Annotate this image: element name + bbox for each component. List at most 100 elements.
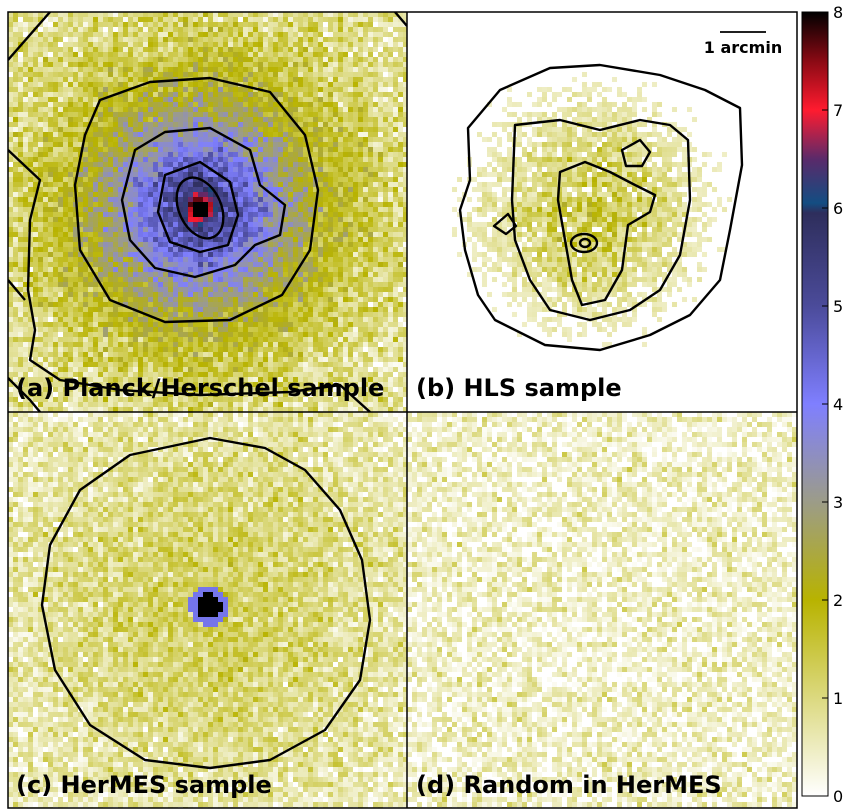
map-pixel bbox=[23, 112, 28, 117]
map-pixel bbox=[23, 307, 28, 312]
map-pixel bbox=[128, 57, 133, 62]
map-pixel bbox=[138, 237, 143, 242]
map-pixel bbox=[48, 312, 53, 317]
map-pixel bbox=[78, 127, 83, 132]
map-pixel bbox=[228, 67, 233, 72]
map-pixel bbox=[348, 322, 353, 327]
map-pixel bbox=[338, 112, 343, 117]
map-pixel bbox=[278, 277, 283, 282]
map-pixel bbox=[193, 267, 198, 272]
map-pixel bbox=[38, 182, 43, 187]
map-pixel bbox=[128, 187, 133, 192]
map-pixel bbox=[208, 22, 213, 27]
map-pixel bbox=[143, 87, 148, 92]
map-pixel bbox=[358, 37, 363, 42]
map-pixel bbox=[393, 47, 398, 52]
map-pixel bbox=[253, 72, 258, 77]
map-pixel bbox=[363, 172, 368, 177]
map-pixel bbox=[68, 237, 73, 242]
map-pixel bbox=[128, 297, 133, 302]
map-pixel bbox=[363, 187, 368, 192]
map-pixel bbox=[188, 147, 193, 152]
map-pixel bbox=[233, 17, 238, 22]
map-pixel bbox=[173, 132, 178, 137]
map-pixel bbox=[258, 57, 263, 62]
map-pixel bbox=[198, 322, 203, 327]
map-pixel bbox=[58, 262, 63, 267]
map-pixel bbox=[268, 287, 273, 292]
map-pixel bbox=[118, 282, 123, 287]
map-pixel bbox=[68, 177, 73, 182]
map-pixel bbox=[263, 207, 268, 212]
map-pixel bbox=[183, 267, 188, 272]
map-pixel bbox=[53, 82, 58, 87]
map-pixel bbox=[68, 207, 73, 212]
map-pixel bbox=[318, 77, 323, 82]
map-pixel bbox=[13, 187, 18, 192]
map-pixel bbox=[288, 167, 293, 172]
map-pixel bbox=[353, 307, 358, 312]
map-pixel bbox=[273, 322, 278, 327]
map-pixel bbox=[108, 22, 113, 27]
map-pixel bbox=[393, 192, 398, 197]
map-pixel bbox=[178, 82, 183, 87]
map-pixel bbox=[223, 157, 228, 162]
map-pixel bbox=[178, 57, 183, 62]
map-pixel bbox=[58, 202, 63, 207]
map-pixel bbox=[293, 47, 298, 52]
map-pixel bbox=[363, 137, 368, 142]
map-pixel bbox=[108, 277, 113, 282]
map-pixel bbox=[113, 177, 118, 182]
map-pixel bbox=[138, 97, 143, 102]
map-pixel bbox=[368, 52, 373, 57]
map-pixel bbox=[383, 177, 388, 182]
map-pixel bbox=[168, 192, 173, 197]
map-pixel bbox=[118, 42, 123, 47]
map-pixel bbox=[363, 177, 368, 182]
map-pixel bbox=[123, 132, 128, 137]
map-pixel bbox=[298, 307, 303, 312]
map-pixel bbox=[48, 192, 53, 197]
map-pixel bbox=[133, 77, 138, 82]
map-pixel bbox=[253, 82, 258, 87]
map-pixel bbox=[158, 57, 163, 62]
map-pixel bbox=[363, 277, 368, 282]
map-pixel bbox=[253, 267, 258, 272]
map-pixel bbox=[343, 92, 348, 97]
map-pixel bbox=[263, 37, 268, 42]
map-pixel bbox=[43, 192, 48, 197]
map-pixel bbox=[213, 187, 218, 192]
map-pixel bbox=[373, 32, 378, 37]
map-pixel bbox=[318, 212, 323, 217]
map-pixel bbox=[203, 17, 208, 22]
map-pixel bbox=[53, 12, 58, 17]
map-pixel bbox=[118, 102, 123, 107]
map-pixel bbox=[398, 52, 403, 57]
map-pixel bbox=[13, 182, 18, 187]
map-pixel bbox=[263, 157, 268, 162]
map-pixel bbox=[333, 12, 338, 17]
map-pixel bbox=[388, 307, 393, 312]
map-pixel bbox=[403, 52, 407, 57]
map-pixel bbox=[243, 227, 248, 232]
map-pixel bbox=[243, 17, 248, 22]
map-pixel bbox=[238, 132, 243, 137]
map-pixel bbox=[403, 107, 407, 112]
map-pixel bbox=[238, 177, 243, 182]
map-pixel bbox=[318, 217, 323, 222]
map-pixel bbox=[48, 122, 53, 127]
map-pixel bbox=[328, 297, 333, 302]
map-pixel bbox=[248, 167, 253, 172]
map-pixel bbox=[288, 12, 293, 17]
map-pixel bbox=[373, 27, 378, 32]
map-pixel bbox=[308, 227, 313, 232]
map-pixel bbox=[243, 82, 248, 87]
map-pixel bbox=[138, 27, 143, 32]
map-pixel bbox=[18, 47, 23, 52]
map-pixel bbox=[108, 262, 113, 267]
map-pixel bbox=[18, 247, 23, 252]
map-pixel bbox=[183, 32, 188, 37]
map-pixel bbox=[248, 262, 253, 267]
map-pixel bbox=[133, 277, 138, 282]
map-pixel bbox=[373, 257, 378, 262]
